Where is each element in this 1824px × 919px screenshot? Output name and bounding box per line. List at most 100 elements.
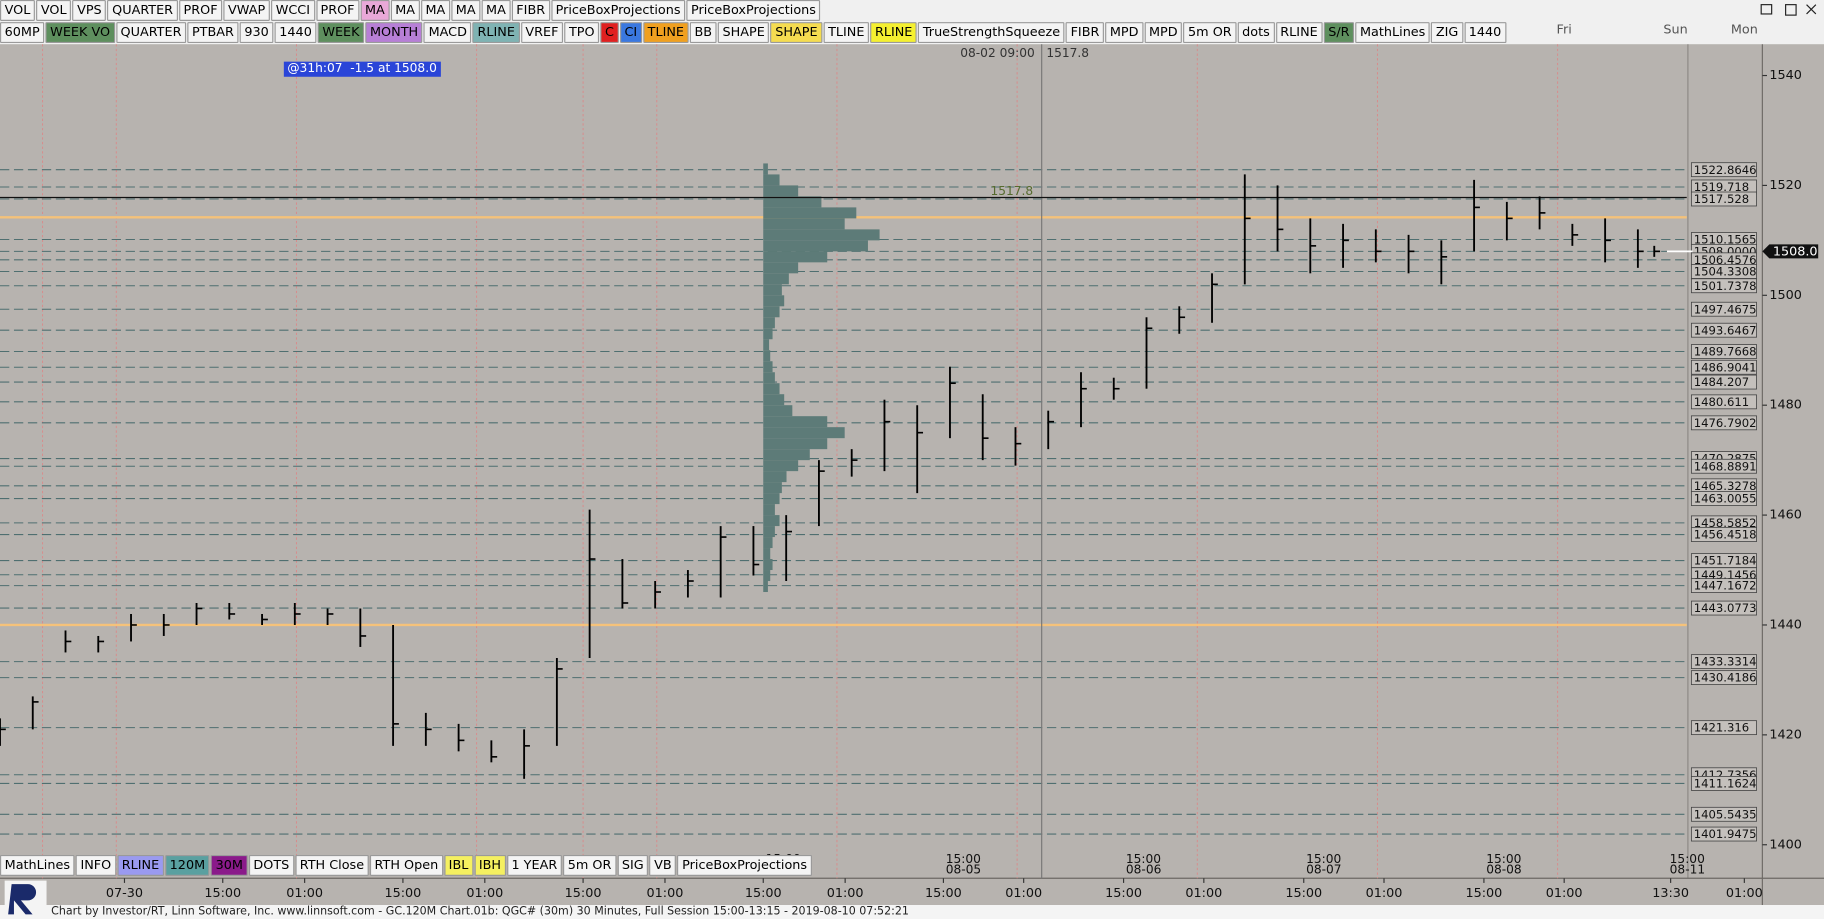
profile-bar: [763, 416, 828, 428]
toolbar-button[interactable]: 30M: [210, 855, 248, 876]
toolbar-button[interactable]: MA: [420, 0, 450, 21]
toolbar-button[interactable]: IBL: [444, 855, 474, 876]
toolbar-button[interactable]: QUARTER: [107, 0, 178, 21]
toolbar-button[interactable]: BB: [689, 22, 717, 44]
toolbar-button[interactable]: 5m OR: [1183, 22, 1237, 44]
toolbar-button[interactable]: dots: [1237, 22, 1275, 44]
level-label: 1465.3278: [1694, 479, 1757, 493]
toolbar-button[interactable]: RLINE: [1275, 22, 1323, 44]
profile-bar: [763, 394, 785, 406]
footer-text: Chart by Investor/RT, Linn Software, Inc…: [51, 905, 909, 918]
toolbar-button[interactable]: RTH Close: [295, 855, 369, 876]
toolbar-button[interactable]: TLINE: [823, 22, 870, 44]
toolbar-button[interactable]: PTBAR: [187, 22, 239, 44]
x-tick-label: 01:00: [1005, 886, 1042, 901]
toolbar-button[interactable]: VOL: [36, 0, 72, 21]
toolbar-button[interactable]: MPD: [1105, 22, 1144, 44]
toolbar-button[interactable]: PriceBoxProjections: [677, 855, 812, 876]
profile-bar: [763, 196, 822, 208]
toolbar-button[interactable]: VB: [649, 855, 677, 876]
level-label-box: [1690, 720, 1757, 736]
level-label: 1480.611: [1694, 395, 1749, 409]
toolbar-button[interactable]: RTH Open: [369, 855, 443, 876]
date-marker-date: 08-08: [1486, 863, 1521, 877]
level-label: 1421.316: [1694, 721, 1749, 735]
toolbar-button[interactable]: SIG: [617, 855, 649, 876]
toolbar-button[interactable]: PriceBoxProjections: [686, 0, 821, 21]
toolbar-button[interactable]: MACD: [423, 22, 472, 44]
toolbar-button[interactable]: INFO: [75, 855, 116, 876]
toolbar-button[interactable]: TLINE: [642, 22, 689, 44]
logo: [4, 880, 47, 918]
toolbar-button[interactable]: RLINE: [472, 22, 520, 44]
restore-icon: [1760, 4, 1773, 15]
level-label-box: [1690, 826, 1757, 842]
date-marker-time: 15:00: [1670, 852, 1705, 866]
profile-bar: [763, 559, 773, 571]
toolbar-button[interactable]: MPD: [1144, 22, 1183, 44]
toolbar-button[interactable]: PROF: [315, 0, 360, 21]
level-label-box: [1690, 359, 1757, 375]
y-tick-label: 1420: [1769, 727, 1802, 742]
level-label-box: [1690, 806, 1757, 822]
date-marker-time: 15:00: [946, 852, 981, 866]
toolbar-button[interactable]: 930: [239, 22, 274, 44]
toolbar-button[interactable]: 5m OR: [563, 855, 617, 876]
toolbar-button[interactable]: SHAPE: [717, 22, 770, 44]
toolbar-button[interactable]: S/R: [1323, 22, 1355, 44]
toolbar-button[interactable]: FIBR: [1065, 22, 1105, 44]
toolbar-button[interactable]: VWAP: [223, 0, 270, 21]
toolbar-button[interactable]: WEEK VO: [45, 22, 115, 44]
toolbar-button[interactable]: CI: [619, 22, 642, 44]
toolbar-button[interactable]: VPS: [72, 0, 107, 21]
date-marker-time: 15:00: [1486, 852, 1521, 866]
toolbar-button[interactable]: QUARTER: [115, 22, 187, 44]
toolbar-button[interactable]: PROF: [178, 0, 223, 21]
profile-bar: [763, 504, 775, 516]
level-label: 1504.3308: [1694, 265, 1757, 279]
toolbar-button[interactable]: MathLines: [0, 855, 75, 876]
toolbar-button[interactable]: WCCI: [271, 0, 315, 21]
level-label: 1506.4576: [1694, 253, 1757, 267]
profile-bar: [763, 229, 880, 241]
y-tick-label: 1500: [1769, 288, 1802, 303]
toolbar-button[interactable]: FIBR: [511, 0, 550, 21]
x-tick-label: 01:00: [286, 886, 323, 901]
x-tick-label: 07-30: [106, 886, 143, 901]
toolbar-button[interactable]: IBH: [474, 855, 506, 876]
toolbar-button[interactable]: RLINE: [117, 855, 164, 876]
x-tick-label: 15:00: [1105, 886, 1142, 901]
toolbar-button[interactable]: 1440: [1464, 22, 1506, 44]
toolbar-button[interactable]: TPO: [564, 22, 600, 44]
profile-bar: [763, 273, 789, 285]
toolbar-button[interactable]: MA: [360, 0, 390, 21]
toolbar-button[interactable]: 60MP: [0, 22, 45, 44]
toolbar-button[interactable]: C: [600, 22, 619, 44]
level-label-box: [1690, 654, 1757, 669]
toolbar-button[interactable]: MA: [451, 0, 481, 21]
toolbar-button[interactable]: PriceBoxProjections: [550, 0, 686, 21]
toolbar-button[interactable]: VOL: [0, 0, 36, 21]
profile-bar: [763, 581, 768, 593]
toolbar-button[interactable]: RLINE: [870, 22, 918, 44]
toolbar-button[interactable]: WEEK: [317, 22, 365, 44]
toolbar-button[interactable]: MA: [390, 0, 420, 21]
toolbar-button[interactable]: 120M: [165, 855, 210, 876]
toolbar-button[interactable]: DOTS: [248, 855, 294, 876]
toolbar-button[interactable]: 1 YEAR: [506, 855, 562, 876]
toolbar-button[interactable]: MONTH: [365, 22, 423, 44]
profile-bar: [763, 372, 775, 384]
level-label: 1451.7184: [1694, 554, 1757, 568]
toolbar-button[interactable]: TrueStrengthSqueeze: [918, 22, 1065, 44]
toolbar-button[interactable]: 1440: [274, 22, 317, 44]
toolbar-button[interactable]: MathLines: [1355, 22, 1431, 44]
level-label-box: [1690, 776, 1757, 791]
toolbar-button[interactable]: ZIG: [1431, 22, 1463, 44]
toolbar-button[interactable]: MA: [481, 0, 511, 21]
toolbar-button[interactable]: SHAPE: [770, 22, 823, 44]
toolbar-button[interactable]: VREF: [520, 22, 564, 44]
level-label-box: [1690, 301, 1757, 317]
profile-bar: [763, 163, 768, 175]
crosshair-price: 1517.8: [1046, 46, 1089, 60]
level-label: 1519.718: [1694, 180, 1749, 194]
